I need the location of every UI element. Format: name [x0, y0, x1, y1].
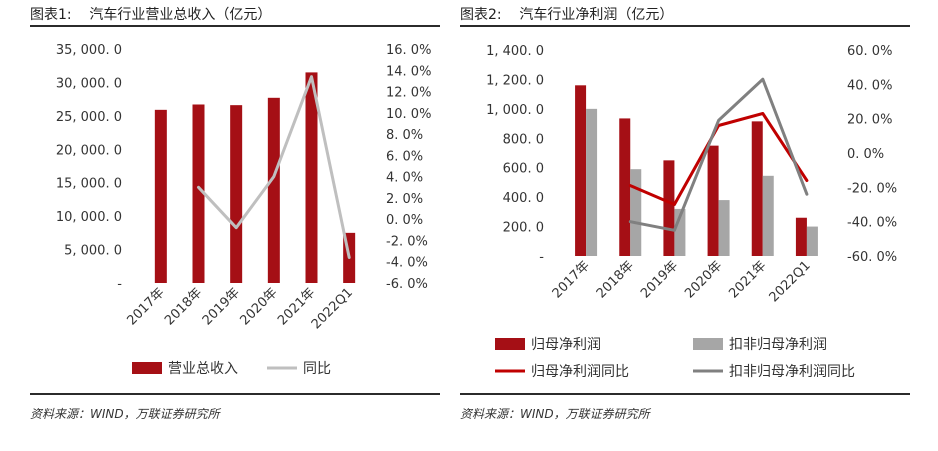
y-tick-label: 20, 000. 0 [56, 143, 122, 158]
y2-tick-label: 0. 0% [847, 147, 884, 162]
y2-tick-label: 12. 0% [386, 86, 431, 101]
y-tick-label: 1, 400. 0 [486, 44, 544, 59]
x-tick-label: 2017年 [124, 285, 167, 328]
bar-1-5 [806, 226, 818, 256]
series-line-1 [197, 75, 351, 259]
y-tick-label: - [539, 250, 544, 265]
x-tick-label: 2022Q1 [309, 285, 356, 332]
y2-tick-label: -40. 0% [847, 216, 897, 231]
x-tick-label: 2017年 [550, 258, 593, 301]
x-tick-label: 2018年 [162, 285, 205, 328]
y2-tick-label: -4. 0% [386, 256, 428, 271]
legend-swatch-0 [495, 338, 525, 350]
bar-1-3 [718, 200, 730, 256]
legend-label: 归母净利润同比 [531, 363, 629, 380]
bar-0-3 [267, 97, 280, 283]
legend-label: 同比 [303, 361, 331, 377]
y2-tick-label: 0. 0% [386, 213, 423, 228]
y2-tick-label: 20. 0% [847, 113, 892, 128]
x-tick-label: 2019年 [638, 258, 681, 301]
figure2-top-rule [460, 25, 910, 27]
figure2-source: 资料来源：WIND，万联证券研究所 [460, 407, 650, 421]
bar-0-0 [575, 85, 587, 256]
y2-tick-label: 8. 0% [386, 128, 423, 143]
y2-tick-label: -60. 0% [847, 250, 897, 265]
y2-tick-label: -2. 0% [386, 234, 428, 249]
y2-tick-label: -20. 0% [847, 181, 897, 196]
y2-tick-label: 40. 0% [847, 78, 892, 93]
figure1-caption: 图表1: 汽车行业营业总收入（亿元） [30, 7, 272, 23]
bar-1-4 [762, 175, 774, 256]
series-line-2 [628, 112, 809, 206]
bar-0-4 [305, 72, 318, 284]
y2-tick-label: 16. 0% [386, 43, 431, 58]
bar-0-2 [663, 160, 675, 256]
y-tick-label: 1, 200. 0 [486, 73, 544, 88]
bar-0-5 [795, 217, 807, 256]
x-tick-label: 2022Q1 [767, 258, 814, 305]
net-profit-chart: - 200. 0 400. 0 600. 0 800. 0 1, 000. 0 1, 200… [486, 44, 897, 380]
figure1-bottom-rule [30, 393, 440, 395]
legend-label: 归母净利润 [531, 336, 601, 353]
x-tick-label: 2020年 [237, 285, 280, 328]
x-tick-label: 2018年 [594, 258, 637, 301]
y-tick-label: - [117, 277, 122, 292]
legend-label: 扣非归母净利润 [729, 336, 827, 353]
figure1-top-rule [30, 25, 440, 27]
x-tick-label: 2019年 [200, 285, 243, 328]
legend-swatch-1 [693, 338, 723, 350]
figure2-caption: 图表2: 汽车行业净利润（亿元） [460, 7, 674, 23]
bar-1-2 [674, 208, 686, 256]
bar-1-1 [630, 169, 642, 256]
revenue-chart: - 5, 000. 0 10, 000. 0 15, 000. 0 20, 000. 0… [56, 43, 432, 377]
bar-0-3 [707, 145, 719, 256]
y-tick-label: 5, 000. 0 [64, 244, 122, 259]
legend-label: 营业总收入 [168, 361, 238, 377]
y-tick-label: 1, 000. 0 [486, 103, 544, 118]
y2-tick-label: 6. 0% [386, 149, 423, 164]
y2-tick-label: -6. 0% [386, 277, 428, 292]
bar-0-4 [751, 121, 763, 256]
figure1-source: 资料来源：WIND，万联证券研究所 [30, 407, 220, 421]
y-tick-label: 800. 0 [503, 132, 544, 147]
y-tick-label: 600. 0 [503, 162, 544, 177]
bar-0-1 [192, 104, 205, 284]
legend-swatch-0 [132, 362, 162, 374]
y-tick-label: 15, 000. 0 [56, 177, 122, 192]
y-tick-label: 35, 000. 0 [56, 43, 122, 58]
x-tick-label: 2021年 [726, 258, 769, 301]
x-tick-label: 2020年 [682, 258, 725, 301]
y2-tick-label: 14. 0% [386, 64, 431, 79]
y2-tick-label: 60. 0% [847, 44, 892, 59]
y-tick-label: 400. 0 [503, 191, 544, 206]
bar-0-1 [619, 118, 631, 257]
bar-0-0 [154, 109, 167, 283]
bar-0-2 [230, 105, 243, 283]
y-tick-label: 30, 000. 0 [56, 76, 122, 91]
y2-tick-label: 4. 0% [386, 171, 423, 186]
y-tick-label: 10, 000. 0 [56, 210, 122, 225]
y2-tick-label: 10. 0% [386, 107, 431, 122]
y-tick-label: 200. 0 [503, 221, 544, 236]
legend-label: 扣非归母净利润同比 [729, 363, 855, 380]
y-tick-label: 25, 000. 0 [56, 110, 122, 125]
series-line-3 [628, 77, 809, 232]
bar-1-0 [586, 108, 598, 256]
figure2-bottom-rule [460, 393, 910, 395]
y2-tick-label: 2. 0% [386, 192, 423, 207]
